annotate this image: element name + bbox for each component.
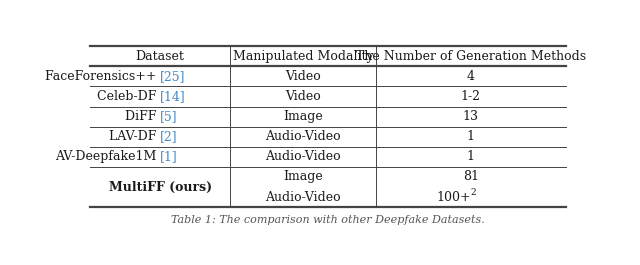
Text: 1: 1 [467, 130, 475, 143]
Text: Celeb-DF: Celeb-DF [97, 90, 160, 103]
Text: Image: Image [283, 170, 323, 183]
Text: 1: 1 [467, 151, 475, 164]
Text: 13: 13 [463, 110, 479, 123]
Text: [25]: [25] [160, 70, 186, 83]
Text: 100+: 100+ [436, 191, 471, 204]
Text: The Number of Generation Methods: The Number of Generation Methods [356, 50, 586, 63]
Text: 4: 4 [467, 70, 475, 83]
Text: Manipulated Modality: Manipulated Modality [233, 50, 373, 63]
Text: Dataset: Dataset [136, 50, 184, 63]
Text: Audio-Video: Audio-Video [265, 191, 341, 204]
Text: [1]: [1] [160, 151, 178, 164]
Text: LAV-DF: LAV-DF [109, 130, 160, 143]
Text: Audio-Video: Audio-Video [265, 151, 341, 164]
Text: 1-2: 1-2 [461, 90, 481, 103]
Text: DiFF: DiFF [125, 110, 160, 123]
Text: [14]: [14] [160, 90, 186, 103]
Text: [2]: [2] [160, 130, 178, 143]
Text: Audio-Video: Audio-Video [265, 130, 341, 143]
Text: Image: Image [283, 110, 323, 123]
Text: Video: Video [285, 90, 321, 103]
Text: 2: 2 [471, 188, 476, 197]
Text: Table 1: The comparison with other Deepfake Datasets.: Table 1: The comparison with other Deepf… [171, 215, 485, 224]
Text: AV-Deepfake1M: AV-Deepfake1M [55, 151, 160, 164]
Text: FaceForensics++: FaceForensics++ [45, 70, 160, 83]
Text: 81: 81 [463, 170, 479, 183]
Text: Video: Video [285, 70, 321, 83]
Text: [5]: [5] [160, 110, 178, 123]
Text: MultiFF (ours): MultiFF (ours) [109, 181, 212, 194]
